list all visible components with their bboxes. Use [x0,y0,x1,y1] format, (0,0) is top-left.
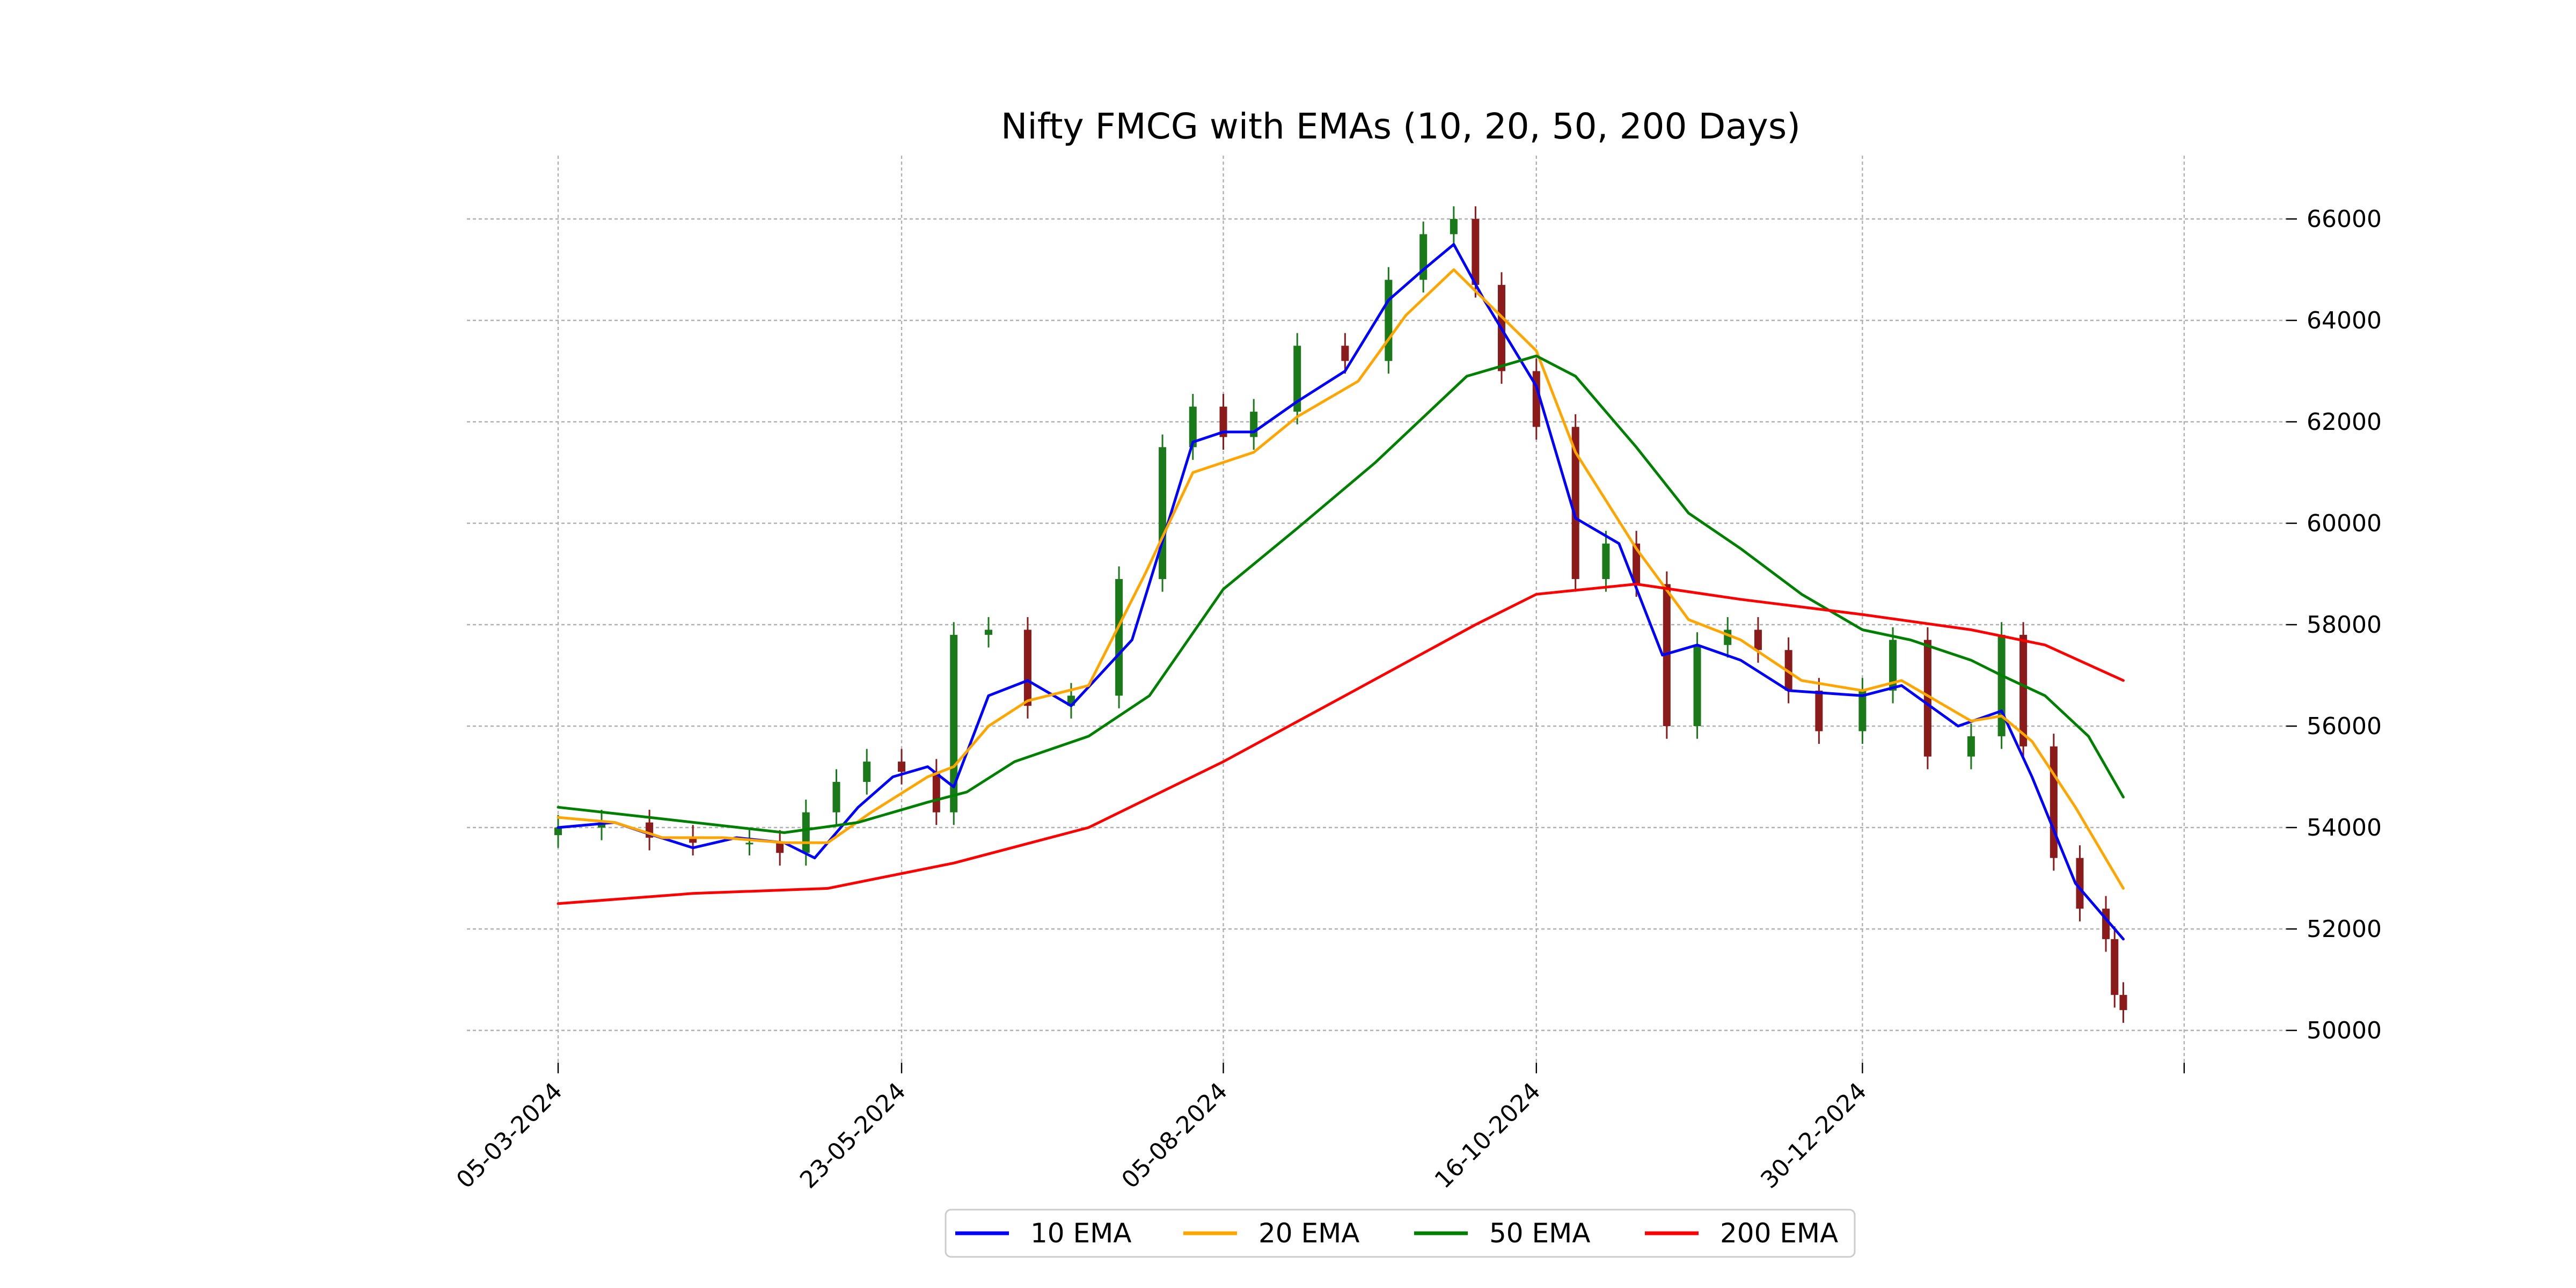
candle-body [1923,640,1931,757]
candle-body [1385,280,1393,361]
series-line-200-ema [557,582,2125,905]
candle-body [863,762,871,782]
candle-body [985,630,993,635]
candle-body [1754,630,1762,650]
candle-body [598,822,606,828]
legend-label: 200 EMA [1720,1218,1838,1249]
legend-frame [945,1209,1856,1258]
candle-body [2076,858,2084,909]
x-tick-label: 05-08-2024 [1116,1078,1233,1194]
legend-label: 20 EMA [1258,1218,1359,1249]
candle-body [1159,447,1167,579]
candle-body [2111,939,2119,995]
x-tick-label: 16-10-2024 [1430,1078,1546,1194]
candle-body [1472,219,1480,285]
ema-lines [557,243,2125,941]
candle-body [1724,630,1732,645]
candle-body [554,828,562,836]
y-tick-label: 58000 [2307,611,2382,639]
candle-body [1815,690,1823,731]
candle-body [745,843,753,845]
grid-lines [467,156,2286,1068]
candle-body [898,762,905,772]
y-tick-label: 56000 [2307,713,2382,740]
candle-body [1602,543,1610,579]
x-tick-label: 05-03-2024 [451,1078,568,1194]
candle-body [1115,579,1123,696]
candle-body [932,772,940,813]
candle-body [1889,640,1897,691]
candle-body [2050,746,2058,858]
candle-body [1189,406,1197,448]
legend-label: 50 EMA [1489,1218,1590,1249]
y-tick-label: 52000 [2307,916,2382,943]
series-line-20-ema [557,268,2125,890]
chart-title: Nifty FMCG with EMAs (10, 20, 50, 200 Da… [1001,106,1801,147]
candle-body [1967,736,1975,757]
legend-label: 10 EMA [1030,1218,1131,1249]
candle-body [776,843,784,853]
candle-body [2119,994,2127,1011]
series-line-10-ema [557,243,2125,941]
candle-body [1293,346,1301,412]
y-tick-label: 62000 [2307,408,2382,436]
candle-body [1450,219,1458,235]
candle-body [1858,690,1867,731]
candle-body [1023,630,1031,706]
y-tick-label: 60000 [2307,510,2382,537]
candle-body [802,812,810,853]
series-line-50-ema [557,354,2125,834]
candle-body [2019,634,2028,747]
candle-body [1633,543,1641,584]
y-tick-label: 50000 [2307,1017,2382,1044]
candle-body [1693,645,1701,726]
candle-body [1341,346,1349,361]
candle-body [832,781,840,813]
axes: 50000 52000 54000 56000 58000 60000 62000 64000… [451,206,2382,1194]
candle-body [1571,427,1579,579]
candle-body [1219,406,1227,437]
candle-body [1997,634,2006,736]
y-tick-label: 64000 [2307,307,2382,334]
x-tick-label: 30-12-2024 [1755,1078,1872,1194]
x-tick-label: 23-05-2024 [795,1078,911,1194]
candle-body [689,837,697,843]
y-tick-label: 54000 [2307,814,2382,841]
candles [554,206,2127,1023]
y-tick-label: 66000 [2307,206,2382,233]
legend: 10 EMA 20 EMA 50 EMA 200 EMA [945,1209,1856,1258]
